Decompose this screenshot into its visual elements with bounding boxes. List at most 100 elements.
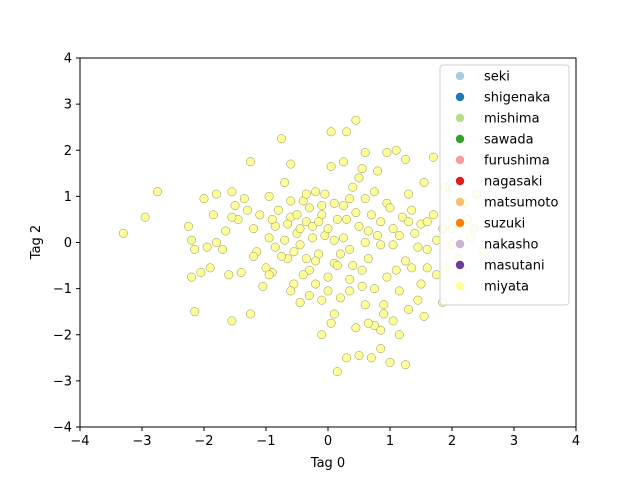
scatter-point (317, 330, 327, 340)
scatter-point (295, 240, 305, 250)
scatter-point (401, 360, 410, 370)
scatter-point (370, 187, 379, 197)
legend-label: mishima (484, 112, 540, 127)
y-axis: −4 −3 −2 −1 0 1 2 3 4 (53, 52, 80, 436)
legend-box (439, 64, 570, 306)
legend-label: seki (484, 70, 510, 85)
scatter-point (304, 203, 314, 213)
scatter-point (339, 201, 348, 211)
scatter-point (286, 286, 296, 296)
scatter-point (391, 265, 401, 275)
scatter-point (370, 284, 379, 294)
scatter-point (264, 270, 274, 280)
scatter-point (376, 240, 386, 250)
scatter-point (348, 182, 358, 192)
scatter-point (373, 166, 383, 176)
scatter-point (419, 178, 429, 187)
scatter-point (277, 251, 286, 261)
scatter-point (202, 242, 212, 252)
scatter-point (227, 316, 237, 326)
scatter-point (404, 189, 414, 199)
scatter-point (360, 148, 370, 158)
scatter-point (227, 212, 237, 222)
scatter-point (382, 148, 392, 158)
x-axis: −4 −3 −2 −1 0 1 2 3 4 (70, 427, 580, 449)
points-layer (118, 115, 488, 377)
scatter-point (273, 205, 283, 215)
scatter-point (218, 244, 228, 254)
scatter-point (246, 157, 255, 167)
scatter-point (230, 201, 240, 211)
scatter-point (286, 159, 296, 169)
y-tick-label: 0 (64, 236, 72, 251)
x-tick-label: −4 (70, 434, 89, 449)
scatter-point (227, 187, 237, 197)
scatter-point (211, 189, 221, 199)
scatter-point (236, 268, 246, 277)
legend-marker (455, 281, 465, 291)
scatter-point (196, 268, 206, 277)
scatter-point (335, 293, 345, 303)
scatter-point (348, 261, 358, 271)
scatter-point (401, 155, 410, 164)
scatter-point (360, 238, 370, 247)
scatter-point (292, 210, 302, 220)
scatter-point (187, 235, 197, 245)
scatter-point (419, 311, 429, 321)
x-tick-label: 2 (448, 434, 456, 449)
scatter-point (118, 228, 128, 238)
scatter-point (295, 224, 305, 234)
scatter-point (345, 286, 355, 296)
scatter-point (280, 178, 290, 187)
scatter-point (342, 353, 352, 363)
scatter-point (187, 272, 197, 282)
scatter-point (301, 189, 311, 199)
scatter-point (308, 221, 317, 231)
scatter-point (388, 224, 398, 234)
scatter-point (258, 281, 268, 291)
scatter-point (373, 231, 383, 241)
legend-marker (455, 239, 465, 249)
scatter-point (432, 235, 441, 245)
scatter-point (351, 115, 361, 125)
scatter-point (394, 330, 404, 340)
scatter-point (311, 279, 321, 289)
scatter-point (329, 309, 339, 319)
scatter-point (432, 270, 441, 280)
scatter-point (413, 242, 423, 252)
scatter-point (342, 214, 352, 224)
scatter-point (255, 210, 265, 220)
y-tick-label: −1 (53, 282, 72, 297)
scatter-point (270, 242, 280, 252)
scatter-point (379, 309, 389, 319)
scatter-point (422, 263, 432, 273)
scatter-point (366, 353, 376, 363)
scatter-point (283, 219, 293, 229)
scatter-point (345, 194, 355, 204)
scatter-point (351, 323, 361, 333)
scatter-point (140, 212, 150, 222)
scatter-point (332, 214, 342, 224)
scatter-point (357, 265, 367, 275)
scatter-point (376, 325, 386, 335)
x-tick-label: 3 (510, 434, 518, 449)
scatter-point (205, 263, 215, 273)
scatter-point (332, 261, 342, 271)
scatter-point (345, 274, 355, 284)
scatter-point (382, 272, 392, 282)
scatter-point (354, 173, 364, 183)
scatter-point (391, 145, 401, 155)
scatter-point (311, 187, 321, 197)
scatter-point (376, 344, 386, 354)
scatter-point (317, 295, 327, 305)
scatter-point (329, 198, 339, 208)
scatter-point (397, 212, 407, 222)
legend-marker (455, 71, 465, 81)
scatter-point (320, 189, 330, 199)
scatter-point (401, 256, 410, 266)
scatter-point (314, 217, 324, 227)
scatter-point (221, 226, 231, 236)
scatter-point (280, 235, 290, 245)
scatter-point (295, 298, 305, 307)
legend-label: shigenaka (484, 91, 550, 106)
